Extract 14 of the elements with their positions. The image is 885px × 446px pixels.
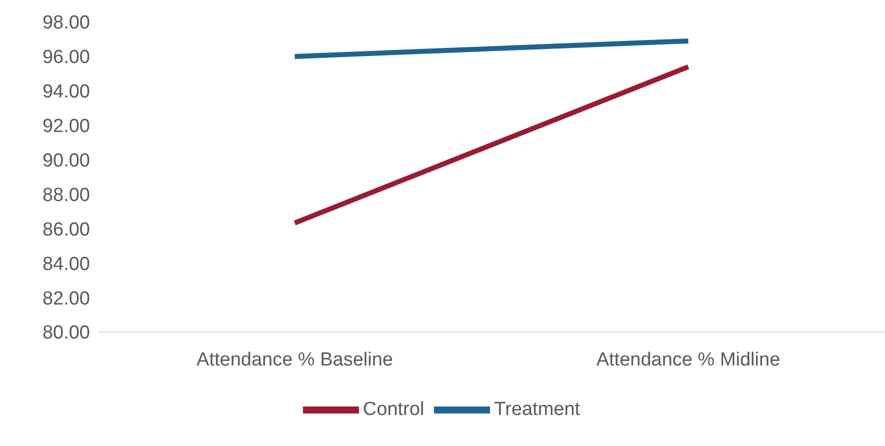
- y-tick-label: 98.00: [42, 12, 90, 34]
- y-tick-label: 96.00: [42, 47, 90, 68]
- y-tick-label: 80.00: [42, 322, 90, 344]
- legend-label: Control: [362, 399, 424, 420]
- y-tick-label: 88.00: [42, 184, 90, 206]
- x-tick-label: Attendance % Baseline: [196, 349, 393, 370]
- y-tick-label: 92.00: [42, 116, 90, 138]
- y-tick-label: 84.00: [42, 254, 90, 275]
- y-tick-label: 82.00: [42, 288, 90, 310]
- y-tick-label: 86.00: [42, 219, 90, 240]
- legend-label: Treatment: [494, 399, 580, 420]
- x-tick-label: Attendance % Midline: [596, 349, 780, 370]
- y-tick-label: 90.00: [42, 150, 90, 172]
- y-tick-label: 94.00: [42, 82, 90, 103]
